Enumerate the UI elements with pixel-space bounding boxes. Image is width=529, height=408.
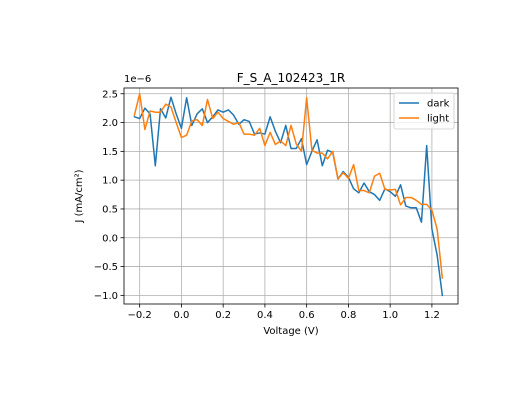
x-tick-label: 0.2 [215,310,231,321]
x-tick-label: 0.6 [299,310,315,321]
axis-ticks: −0.2 0.0 0.2 0.4 0.6 0.8 1.0 1.2 −1.0 −0.5 0.0 0.5 1… [94,89,440,321]
y-tick-label: 2.0 [102,118,118,129]
x-tick-label: 0.0 [173,310,189,321]
y-tick-label: −0.5 [94,262,118,273]
y-tick-label: 1.0 [102,176,118,187]
x-axis-label: Voltage (V) [263,326,318,337]
y-tick-label: 1.5 [102,147,118,158]
y-tick-label: 0.0 [102,233,118,244]
axes-frame [123,87,459,305]
y-tick-label: 0.5 [102,204,118,215]
x-tick-label: 0.8 [340,310,356,321]
x-tick-label: 1.0 [382,310,398,321]
y-axis-label: J (mA/cm²) [74,169,85,223]
legend-box [393,92,455,130]
y-tick-label: −1.0 [94,291,118,302]
chart-title: F_S_A_102423_1R [237,71,346,85]
legend-label-dark: dark [427,99,450,110]
y-tick-label: 2.5 [102,89,118,100]
series-group [133,93,444,297]
x-tick-label: −0.2 [128,310,152,321]
legend: dark light [393,92,455,130]
x-tick-label: 0.4 [257,310,273,321]
legend-label-light: light [427,114,449,125]
series-line-light [133,93,444,279]
y-offset-text: 1e−6 [124,74,151,85]
x-tick-label: 1.2 [424,310,440,321]
